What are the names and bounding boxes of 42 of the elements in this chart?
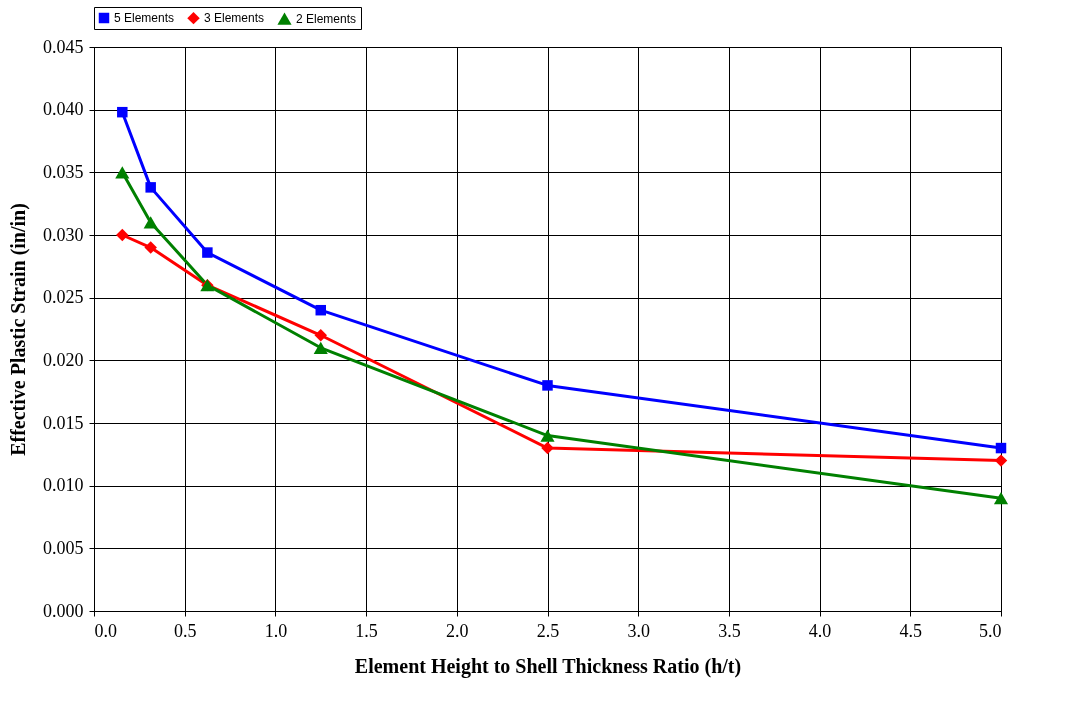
legend-label: 5 Elements (114, 11, 175, 25)
x-tick-label: 3.5 (718, 620, 741, 641)
point (542, 380, 553, 391)
point (541, 441, 554, 455)
point (117, 106, 128, 118)
point (143, 216, 158, 229)
point (116, 228, 129, 242)
x-tick-label: 4.0 (808, 620, 832, 641)
point (313, 341, 328, 354)
x-tick-label: 2.5 (536, 620, 560, 641)
point (540, 429, 555, 442)
y-tick-label: 0.025 (43, 287, 84, 308)
point (315, 304, 326, 316)
point (995, 442, 1007, 454)
x-axis-title: Element Height to Shell Thickness Ratio (h/t) (354, 654, 742, 678)
y-tick-label: 0.000 (43, 600, 84, 621)
x-tick-label: 5.0 (979, 620, 1002, 641)
legend-label: 3 Elements (204, 11, 265, 26)
y-axis-title: Effective Plastic Strain (in/in) (7, 203, 30, 456)
x-tick-label: 3.0 (627, 620, 650, 641)
point (314, 329, 327, 342)
point (994, 454, 1008, 467)
y-tick-label: 0.005 (43, 537, 84, 558)
y-tick-label: 0.035 (43, 161, 84, 182)
x-tick-label: 0.5 (173, 620, 197, 641)
x-tick-label: 1.5 (355, 620, 378, 641)
x-tick-label: 1.0 (264, 620, 288, 641)
x-tick-label: 2.0 (446, 620, 469, 641)
x-tick-label: 0.0 (94, 620, 117, 641)
point (145, 182, 156, 193)
y-tick-label: 0.030 (43, 224, 84, 245)
y-tick-label: 0.045 (43, 36, 84, 57)
y-tick-label: 0.040 (43, 99, 84, 120)
point (144, 241, 157, 254)
point (202, 247, 213, 258)
y-tick-label: 0.010 (43, 475, 84, 496)
y-tick-label: 0.015 (43, 412, 84, 433)
x-tick-label: 4.5 (899, 620, 923, 641)
point (993, 492, 1009, 505)
legend-label: 2 Elements (296, 11, 357, 26)
point (115, 166, 130, 179)
y-tick-label: 0.020 (43, 349, 84, 370)
